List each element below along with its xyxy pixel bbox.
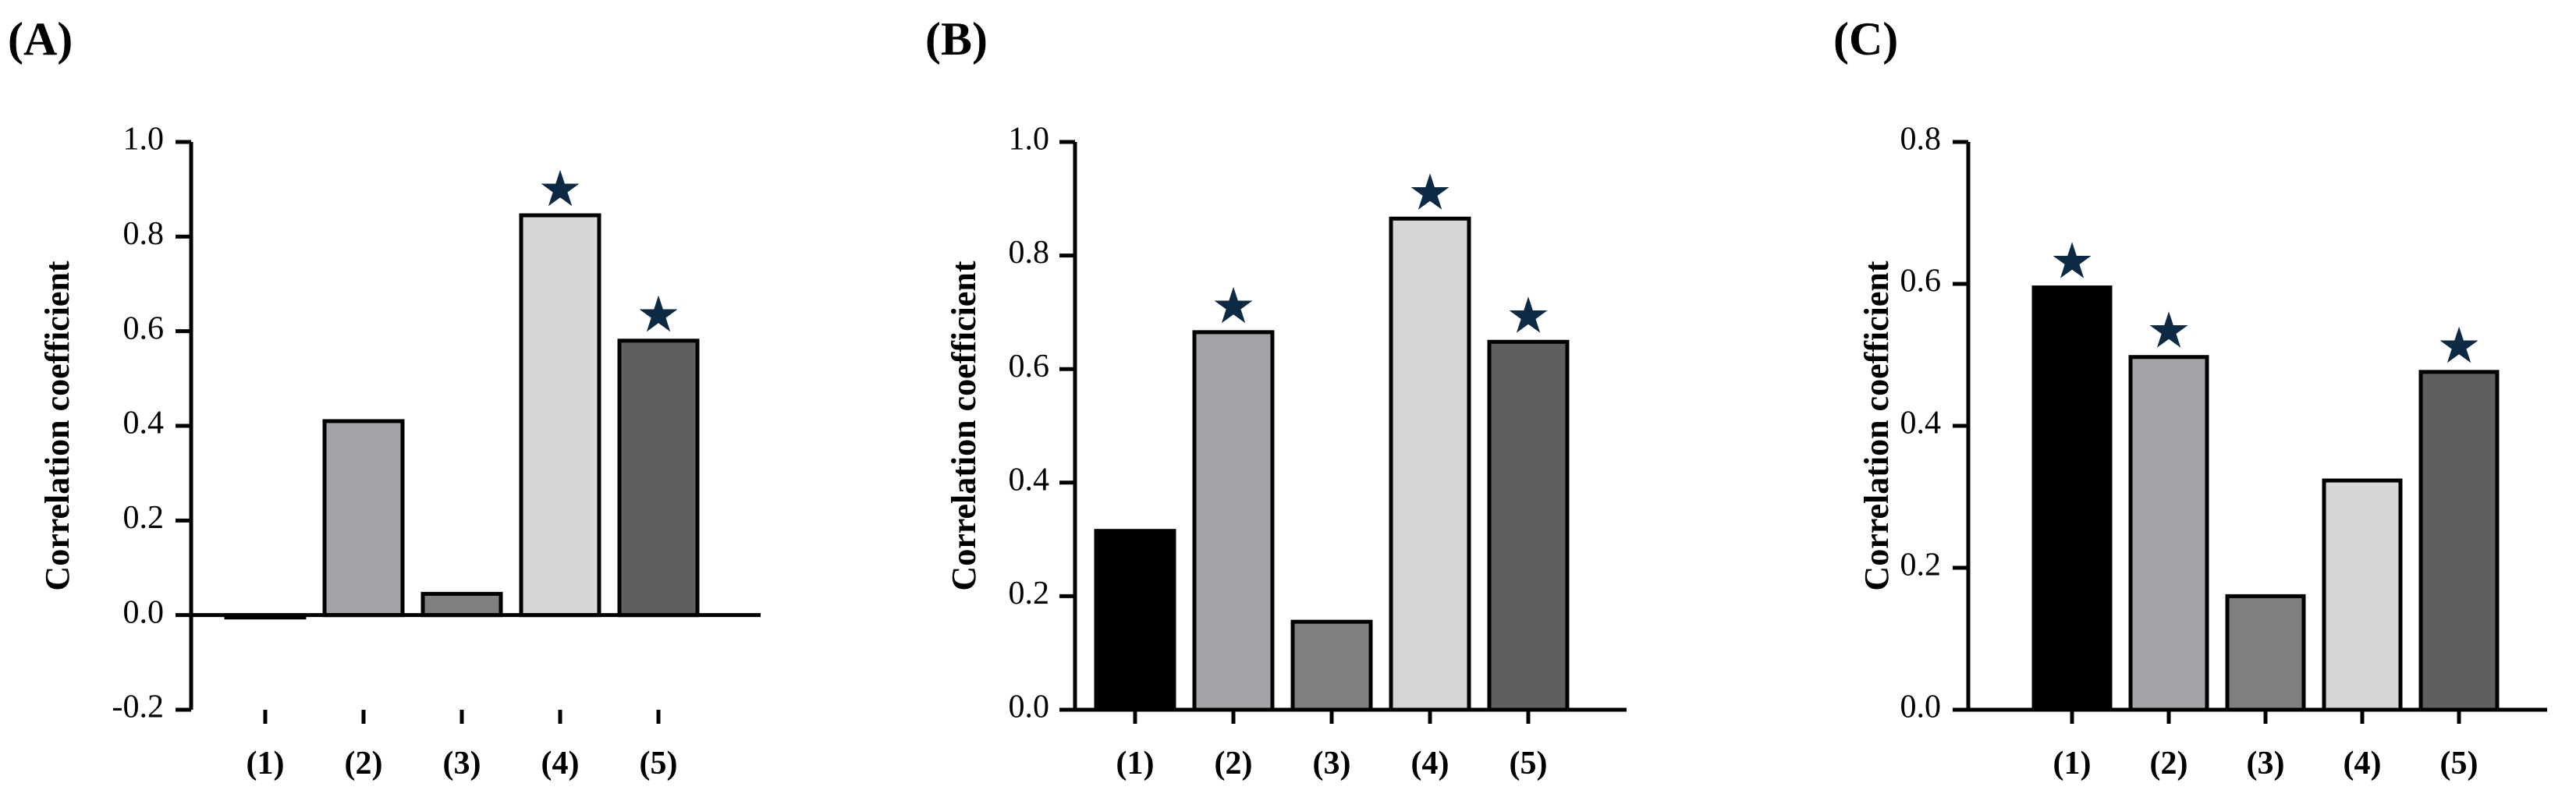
panel-b: (B) Correlation coefficient 0.0 0.2 0.4 0.6 0.… (925, 13, 1627, 782)
y-tick-label: 0.4 (1009, 462, 1050, 498)
x-tick-label: (5) (2440, 746, 2478, 782)
bar (2418, 370, 2500, 712)
x-tick-label: (2) (345, 746, 383, 782)
y-tick-label: -0.2 (112, 689, 165, 725)
significance-star-icon: ★ (2436, 317, 2481, 375)
x-tick-label: (5) (640, 746, 678, 782)
x-tick-label: (3) (2247, 746, 2285, 782)
significance-star-icon: ★ (538, 161, 582, 218)
y-tick-label: 0.8 (123, 216, 165, 252)
panel-a: (A) Correlation coefficient -0.2 0.0 0.2 0.4 0… (8, 13, 761, 782)
x-tick-label: (2) (2150, 746, 2188, 782)
y-tick-label: 0.6 (123, 310, 165, 346)
bar (2128, 355, 2209, 712)
panel-label: (A) (8, 13, 73, 65)
significance-star-icon: ★ (2146, 303, 2191, 360)
x-tick-label: (4) (1411, 746, 1449, 782)
y-axis-label: Correlation coefficient (1857, 261, 1896, 590)
bar (617, 338, 700, 618)
y-axis-label: Correlation coefficient (38, 261, 76, 590)
y-tick-label: 1.0 (123, 122, 165, 158)
y-tick-label: 0.6 (1009, 349, 1050, 385)
panel-label: (B) (925, 13, 988, 65)
y-tick-label: 0.2 (1900, 548, 1942, 583)
x-tick-label: (2) (1215, 746, 1253, 782)
x-tick-label: (1) (247, 746, 285, 782)
bar (2322, 478, 2403, 712)
y-tick-label: 0.2 (1009, 576, 1050, 611)
y-tick-label: 0.6 (1900, 264, 1942, 299)
bar (1389, 216, 1471, 712)
y-tick-label: 0.8 (1009, 235, 1050, 271)
x-tick-label: (5) (1510, 746, 1548, 782)
panel-label: (C) (1833, 13, 1898, 65)
y-tick-label: 1.0 (1009, 122, 1050, 158)
x-tick-label: (3) (1313, 746, 1351, 782)
x-tick-label: (4) (2344, 746, 2382, 782)
panel-c: (C) Correlation coefficient 0.0 0.2 0.4 0.6 0.… (1833, 13, 2547, 782)
x-tick-label: (1) (2053, 746, 2092, 782)
bar (2031, 285, 2113, 712)
significance-star-icon: ★ (1211, 278, 1255, 335)
significance-star-icon: ★ (636, 286, 680, 344)
y-tick-label: 0.0 (1009, 689, 1050, 725)
x-tick-label: (3) (443, 746, 481, 782)
bar (1487, 339, 1570, 712)
y-tick-label: 0.2 (123, 500, 165, 536)
y-tick-label: 0.0 (1900, 689, 1942, 725)
significance-star-icon: ★ (2049, 233, 2094, 291)
significance-star-icon: ★ (1506, 287, 1550, 345)
significance-star-icon: ★ (1407, 164, 1452, 222)
bar (1094, 529, 1176, 712)
x-tick-label: (1) (1116, 746, 1155, 782)
bar (1192, 330, 1275, 712)
bar (2225, 594, 2306, 712)
bar (519, 213, 601, 618)
bar (1290, 619, 1373, 712)
y-tick-label: 0.4 (1900, 406, 1942, 441)
bar (420, 591, 503, 618)
y-tick-label: 0.0 (123, 594, 165, 630)
y-tick-label: 0.8 (1900, 122, 1942, 158)
y-tick-label: 0.4 (123, 406, 165, 441)
bar (322, 419, 405, 618)
x-tick-label: (4) (541, 746, 580, 782)
y-axis-label: Correlation coefficient (945, 261, 983, 590)
